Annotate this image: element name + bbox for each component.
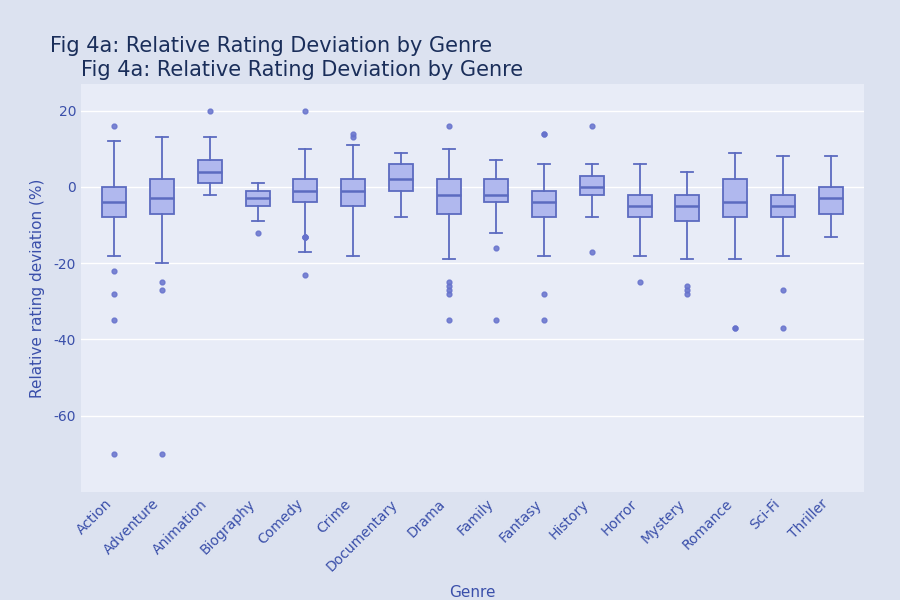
PathPatch shape bbox=[532, 191, 556, 217]
PathPatch shape bbox=[724, 179, 747, 217]
PathPatch shape bbox=[436, 179, 461, 214]
PathPatch shape bbox=[675, 194, 699, 221]
PathPatch shape bbox=[389, 164, 413, 191]
PathPatch shape bbox=[580, 176, 604, 194]
Y-axis label: Relative rating deviation (%): Relative rating deviation (%) bbox=[31, 178, 45, 398]
PathPatch shape bbox=[198, 160, 221, 183]
PathPatch shape bbox=[771, 194, 795, 217]
PathPatch shape bbox=[484, 179, 508, 202]
PathPatch shape bbox=[150, 179, 174, 214]
PathPatch shape bbox=[341, 179, 365, 206]
Text: Fig 4a: Relative Rating Deviation by Genre: Fig 4a: Relative Rating Deviation by Gen… bbox=[50, 36, 491, 56]
PathPatch shape bbox=[103, 187, 126, 217]
PathPatch shape bbox=[246, 191, 270, 206]
PathPatch shape bbox=[819, 187, 842, 214]
X-axis label: Genre: Genre bbox=[449, 584, 496, 599]
PathPatch shape bbox=[293, 179, 318, 202]
Text: Fig 4a: Relative Rating Deviation by Genre: Fig 4a: Relative Rating Deviation by Gen… bbox=[81, 59, 523, 80]
PathPatch shape bbox=[627, 194, 652, 217]
